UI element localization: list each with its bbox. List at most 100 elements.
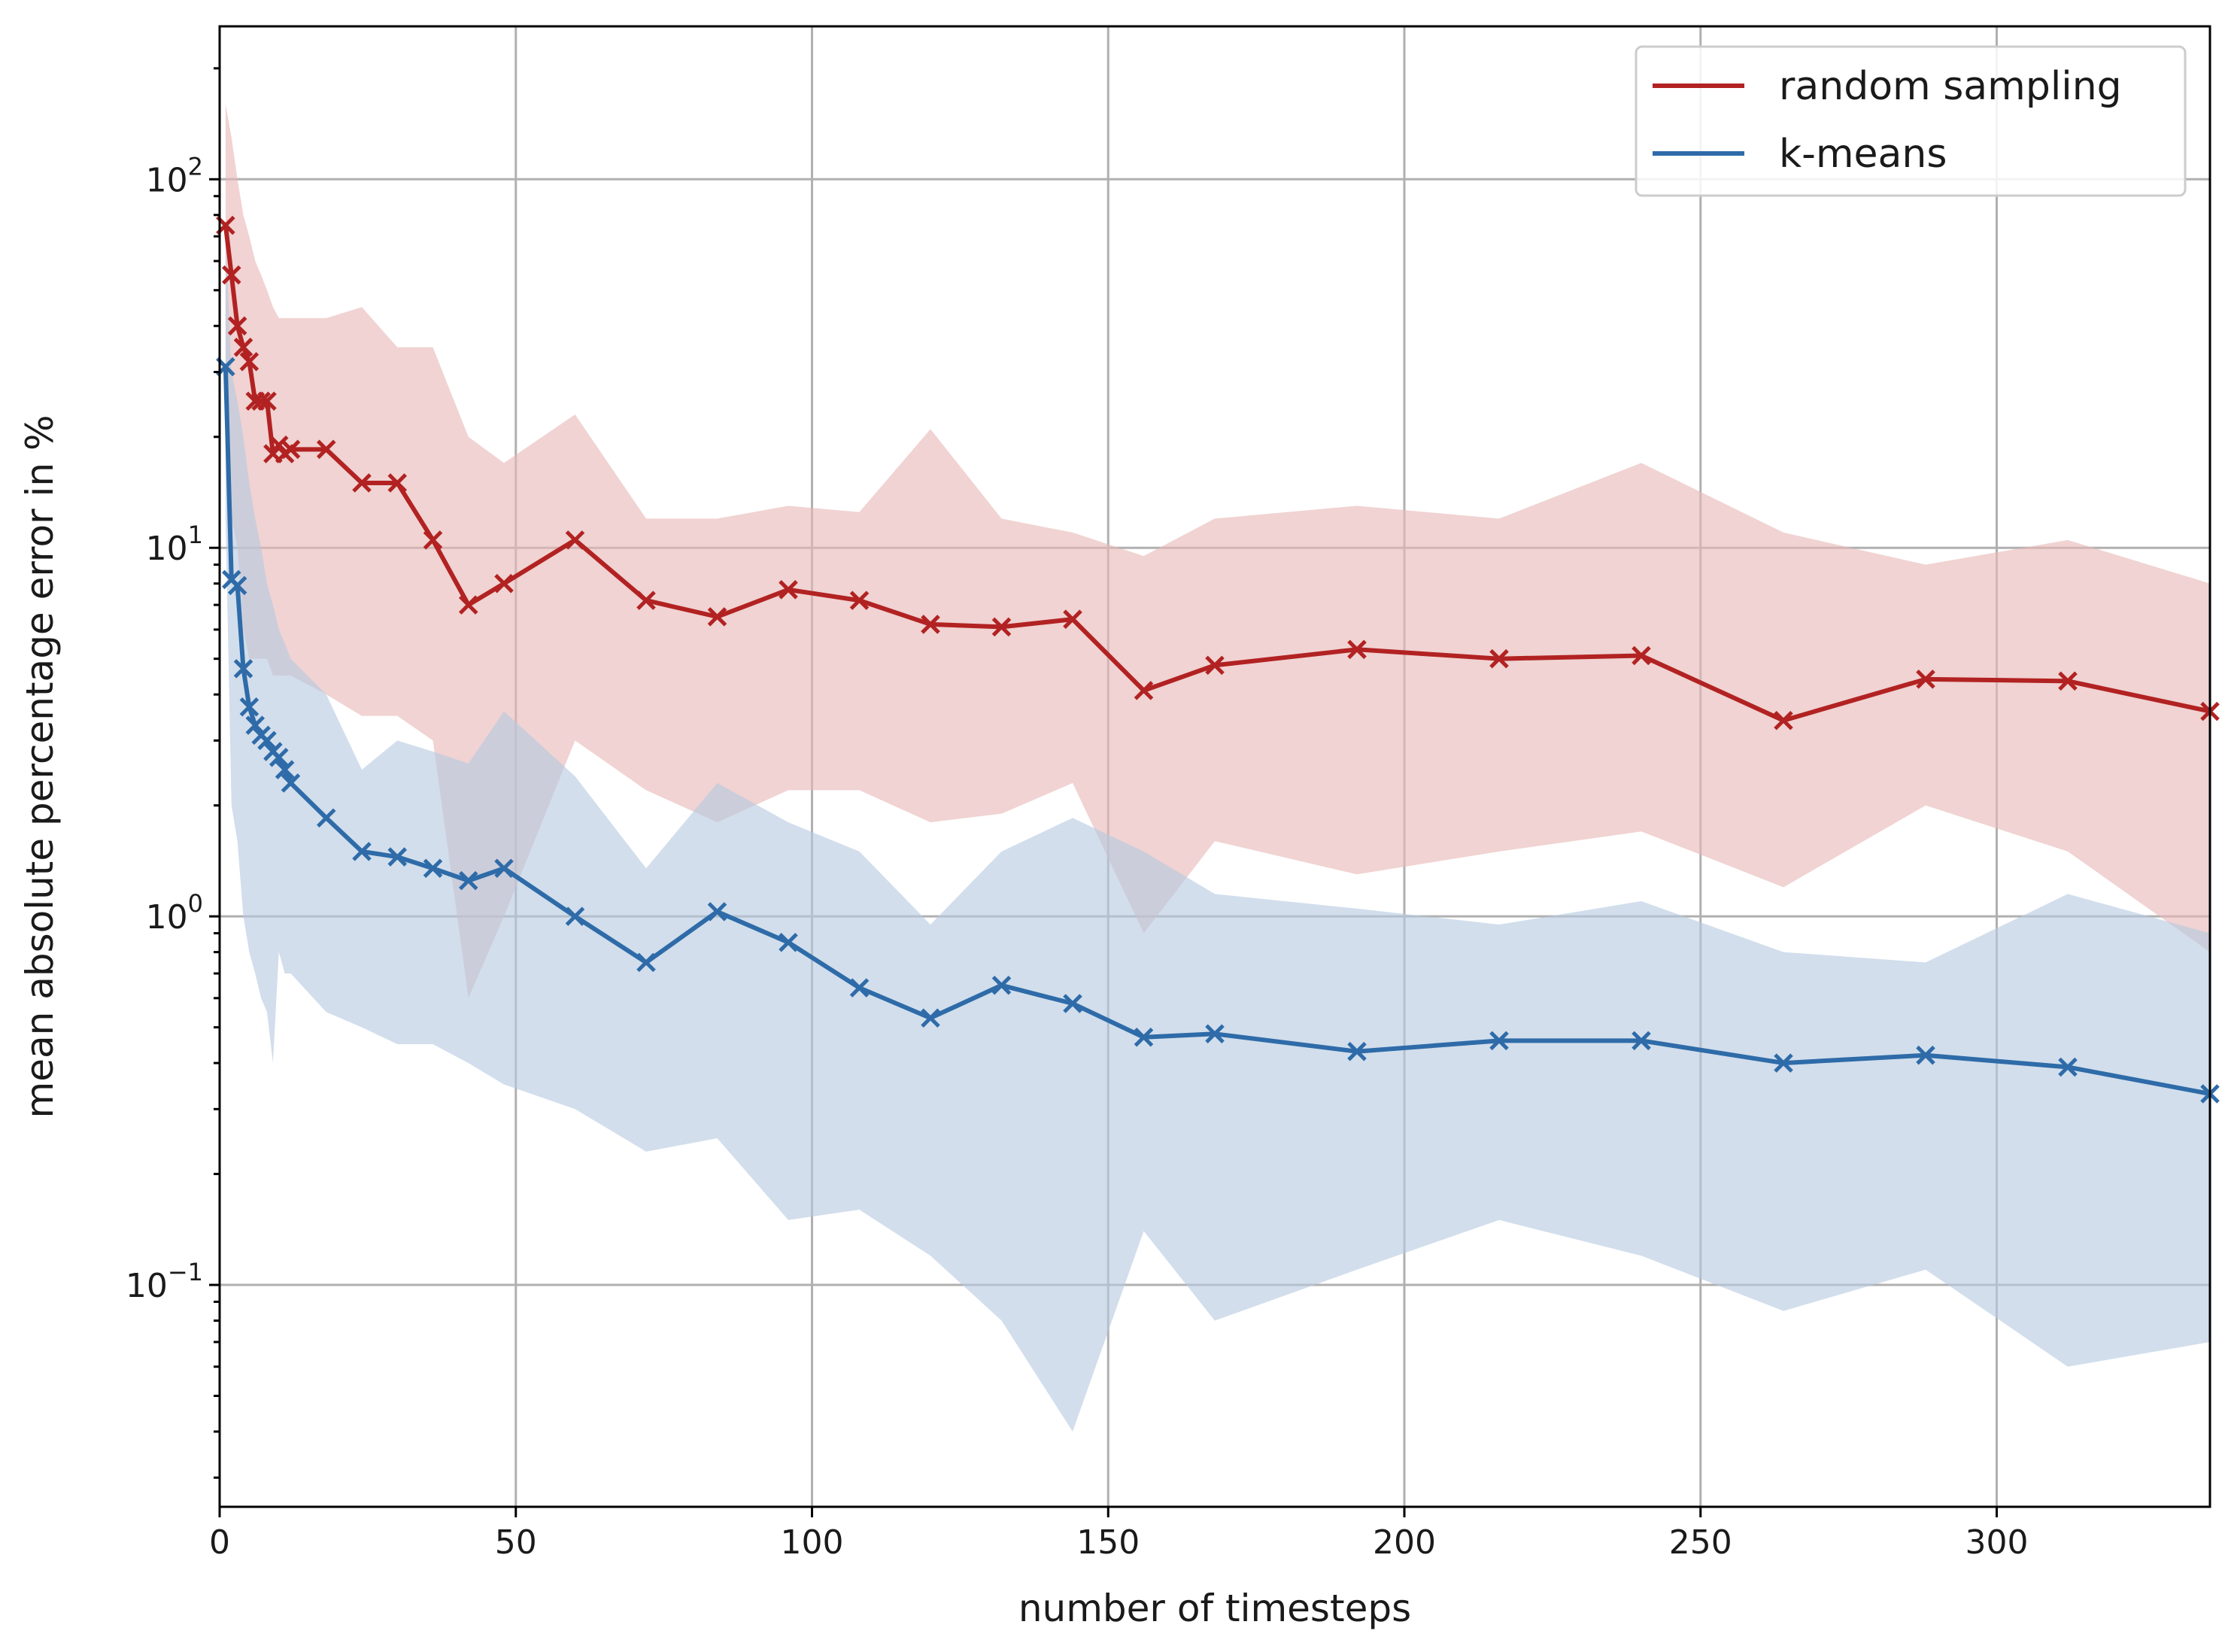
marker-stroke [458, 595, 478, 615]
x-tick-label: 300 [1965, 1523, 2029, 1562]
marker-stroke [1916, 670, 1935, 689]
marker-stroke [1632, 645, 1651, 666]
data-point [707, 902, 727, 922]
data-point [316, 808, 336, 828]
data-point [233, 659, 253, 679]
marker-stroke [257, 730, 277, 751]
marker-stroke [1632, 1031, 1651, 1051]
x-axis-label: number of timesteps [1018, 1587, 1411, 1630]
data-point [239, 351, 260, 372]
marker-stroke [1347, 639, 1367, 660]
data-point [352, 473, 372, 493]
marker-stroke [1134, 681, 1154, 700]
y-tick-label: 101 [146, 521, 203, 568]
data-point [991, 976, 1012, 995]
data-point [494, 573, 514, 594]
data-point [458, 870, 478, 891]
data-point [636, 591, 656, 610]
data-point [1916, 1045, 1935, 1065]
marker-stroke [281, 439, 301, 460]
data-point [565, 530, 585, 550]
marker-stroke [316, 808, 336, 828]
series-markers [216, 215, 2220, 1104]
marker-stroke [565, 906, 585, 926]
data-point [1632, 645, 1651, 666]
marker-stroke [849, 978, 870, 998]
marker-stroke [636, 952, 656, 973]
data-point [1774, 1053, 1793, 1073]
data-point [423, 530, 443, 550]
marker-stroke [316, 439, 336, 460]
marker-stroke [565, 530, 585, 550]
marker-stroke [352, 473, 372, 493]
data-point [921, 1008, 940, 1028]
data-point [849, 978, 870, 998]
data-point [1489, 648, 1509, 669]
x-tick-label: 200 [1373, 1523, 1436, 1562]
marker-stroke [458, 870, 478, 891]
axes: 0 50 100 150 200 250 300 10−1 100 101 102 number of… [18, 25, 2211, 1630]
legend-box [1635, 45, 2187, 197]
y-tick-label: 102 [146, 152, 203, 199]
marker-stroke [423, 530, 443, 550]
marker-stroke [281, 773, 301, 793]
marker-stroke [707, 902, 727, 922]
data-point [281, 773, 301, 793]
data-point [1489, 1031, 1509, 1051]
y-axis-label: mean absolute percentage error in % [18, 415, 62, 1118]
data-point [281, 439, 301, 460]
x-tick-label: 0 [209, 1523, 230, 1562]
marker-stroke [352, 842, 372, 861]
data-point [2058, 1057, 2078, 1077]
data-point [227, 316, 247, 336]
confidence-bands [225, 104, 2210, 1432]
data-point [1134, 1028, 1154, 1047]
marker-stroke [387, 473, 408, 493]
data-point [1347, 1041, 1367, 1061]
marker-stroke [257, 391, 277, 411]
marker-stroke [2058, 1057, 2078, 1077]
data-point [239, 697, 260, 717]
legend: random sampling k-means [1635, 45, 2187, 197]
data-point [1205, 1024, 1225, 1044]
band-k-means [225, 236, 2210, 1432]
data-point [387, 473, 408, 493]
legend-label: k-means [1779, 132, 1947, 177]
data-point [494, 858, 514, 879]
data-point [316, 439, 336, 460]
data-point [227, 575, 247, 596]
marker-stroke [1774, 710, 1793, 730]
plot-frame [218, 25, 2211, 1508]
marker-stroke [2058, 671, 2078, 691]
data-point [1134, 681, 1154, 700]
data-point [275, 760, 295, 779]
data-point [1063, 994, 1082, 1013]
data-point [233, 337, 253, 357]
marker-stroke [991, 976, 1012, 995]
data-point [352, 842, 372, 861]
y-tick-label: 100 [146, 889, 203, 937]
x-tick-label: 250 [1669, 1523, 1732, 1562]
marker-stroke [1205, 655, 1225, 676]
marker-stroke [1489, 1031, 1509, 1051]
marker-stroke [779, 580, 798, 600]
data-point [269, 748, 289, 767]
data-point [849, 591, 870, 610]
x-tick-label: 150 [1076, 1523, 1140, 1562]
data-point [565, 906, 585, 926]
data-point [257, 391, 277, 411]
marker-stroke [494, 858, 514, 879]
x-tick-label: 50 [495, 1523, 537, 1562]
marker-stroke [1347, 1041, 1367, 1061]
marker-stroke [1205, 1024, 1225, 1044]
marker-stroke [849, 591, 870, 610]
marker-stroke [233, 659, 253, 679]
data-point [1063, 609, 1082, 629]
data-point [991, 617, 1012, 637]
x-tick-label: 100 [781, 1523, 844, 1562]
data-point [1632, 1031, 1651, 1051]
data-point [1916, 670, 1935, 689]
data-point [423, 858, 443, 879]
marker-stroke [707, 607, 727, 627]
marker-stroke [251, 391, 271, 411]
